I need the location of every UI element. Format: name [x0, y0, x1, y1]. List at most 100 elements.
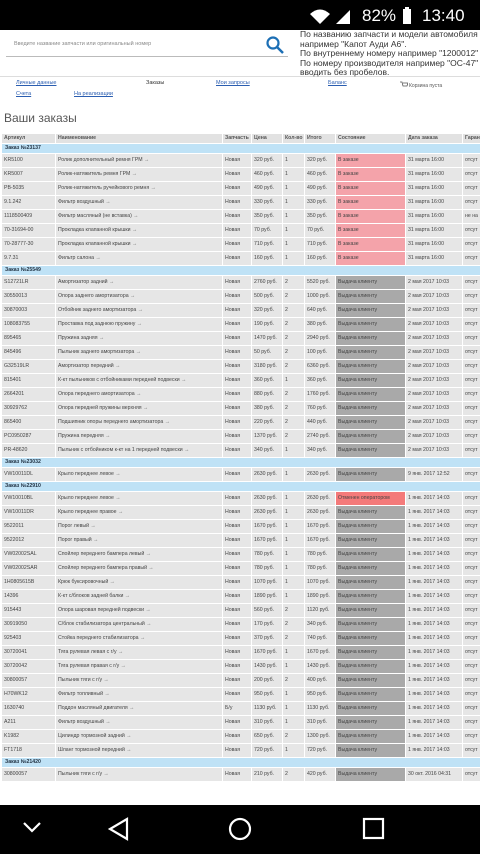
- table-cell[interactable]: Крыло переднее левое: [56, 468, 222, 481]
- table-cell: 1890 руб.: [252, 590, 282, 603]
- table-cell[interactable]: Шланг тормозной передний: [56, 744, 222, 757]
- table-cell[interactable]: Порог левый: [56, 520, 222, 533]
- nav-link[interactable]: Счета: [16, 91, 32, 97]
- table-cell: Новая: [223, 506, 251, 519]
- table-cell[interactable]: Спойлер переднего бампера правый: [56, 562, 222, 575]
- hide-button[interactable]: [23, 822, 41, 833]
- table-cell[interactable]: Фильтр масляный (не вставка): [56, 210, 222, 223]
- table-cell: 2 мая 2017 10:03: [406, 444, 462, 457]
- table-cell[interactable]: Спойлер переднего бампера левый: [56, 548, 222, 561]
- table-cell: 1: [283, 702, 304, 715]
- table-cell[interactable]: Фильтр воздушный: [56, 716, 222, 729]
- table-cell: 310 руб.: [252, 716, 282, 729]
- search-icon[interactable]: [266, 36, 284, 54]
- status-cell: Отменен оператором: [336, 492, 405, 505]
- table-cell[interactable]: Пружина передняя: [56, 430, 222, 443]
- table-cell[interactable]: Тяга рулевая правая с г/у: [56, 660, 222, 673]
- nav-link[interactable]: Заказы: [146, 80, 165, 86]
- status-cell: В заказе: [336, 224, 405, 237]
- table-cell[interactable]: Крюк буксировочный: [56, 576, 222, 589]
- nav-link[interactable]: На реализации: [74, 91, 113, 97]
- table-cell[interactable]: Ролик-натяжитель ремня ГРМ: [56, 168, 222, 181]
- table-cell: H70WK12: [2, 688, 55, 701]
- table-cell: S12721LR: [2, 276, 55, 289]
- table-cell[interactable]: Пыльник тяги с г/у: [56, 674, 222, 687]
- table-cell: 2 мая 2017 10:03: [406, 402, 462, 415]
- search-input[interactable]: Введите название запчасти или оригинальн…: [6, 32, 288, 57]
- table-cell[interactable]: Фильтр топливный: [56, 688, 222, 701]
- table-cell: отсут: [463, 360, 480, 373]
- table-cell[interactable]: Прокладка клапанной крышки: [56, 238, 222, 251]
- table-cell: 31 марта 16:00: [406, 238, 462, 251]
- table-cell[interactable]: Опора шаровая передней подвески: [56, 604, 222, 617]
- table-cell: 1 янв. 2017 14:03: [406, 744, 462, 757]
- table-cell: 2: [283, 632, 304, 645]
- table-cell: 2 мая 2017 10:03: [406, 290, 462, 303]
- table-cell[interactable]: К-кт с/блоков задней балки: [56, 590, 222, 603]
- table-cell[interactable]: Опора передней пружины верхняя: [56, 402, 222, 415]
- table-cell: 490 руб.: [252, 182, 282, 195]
- table-cell[interactable]: Цилиндр тормозной задний: [56, 730, 222, 743]
- page-title: Ваши заказы: [4, 111, 77, 125]
- table-cell: 1890 руб.: [305, 590, 335, 603]
- status-cell: Выдача клиенту: [336, 402, 405, 415]
- table-cell: отсут: [463, 276, 480, 289]
- table-cell[interactable]: Пыльник с отбойником к-кт на 1 передней …: [56, 444, 222, 457]
- table-cell: 2: [283, 402, 304, 415]
- table-cell: отсут: [463, 660, 480, 673]
- table-cell[interactable]: Пружина задняя: [56, 332, 222, 345]
- table-cell[interactable]: Крыло переднее левое: [56, 492, 222, 505]
- status-cell: В заказе: [336, 252, 405, 265]
- table-cell[interactable]: Пыльник тяги с г/у: [56, 768, 222, 781]
- home-button[interactable]: [228, 817, 252, 841]
- table-cell: 2 мая 2017 10:03: [406, 374, 462, 387]
- recents-button[interactable]: [362, 817, 385, 840]
- table-cell[interactable]: Порог правый: [56, 534, 222, 547]
- cart-icon: [400, 81, 408, 87]
- table-cell[interactable]: Амортизатор передний: [56, 360, 222, 373]
- table-cell: 50 руб.: [252, 346, 282, 359]
- table-cell[interactable]: Подшипник опоры переднего амортизатора: [56, 416, 222, 429]
- nav-link[interactable]: Баланс: [328, 80, 347, 86]
- table-cell[interactable]: Ролик дополнительный ремня ГРМ: [56, 154, 222, 167]
- table-cell: 30550013: [2, 290, 55, 303]
- table-cell[interactable]: Проставка под заднюю пружину: [56, 318, 222, 331]
- table-cell[interactable]: Фильтр салона: [56, 252, 222, 265]
- nav-link[interactable]: Личные данные: [16, 80, 57, 86]
- table-cell[interactable]: Прокладка клапанной крышки: [56, 224, 222, 237]
- table-cell: 2630 руб.: [252, 492, 282, 505]
- table-cell[interactable]: Стойка переднего стабилизатора: [56, 632, 222, 645]
- table-cell: 320 руб.: [252, 304, 282, 317]
- table-cell[interactable]: К-кт пыльников с отбойниками передней по…: [56, 374, 222, 387]
- table-cell[interactable]: Пыльник заднего амортизатора: [56, 346, 222, 359]
- table-cell[interactable]: Тяга рулевая левая с г/у: [56, 646, 222, 659]
- table-cell: 1: [283, 168, 304, 181]
- table-cell[interactable]: С/блок стабилизатора центральный: [56, 618, 222, 631]
- table-cell[interactable]: Ролик-натяжитель ручейкового ремня: [56, 182, 222, 195]
- table-cell: 1120 руб.: [305, 604, 335, 617]
- table-cell[interactable]: Опора переднего амортизатора: [56, 388, 222, 401]
- back-button[interactable]: [107, 817, 129, 841]
- table-cell: 2760 руб.: [252, 276, 282, 289]
- table-cell[interactable]: Поддон масляный двигателя: [56, 702, 222, 715]
- status-cell: Выдача клиенту: [336, 534, 405, 547]
- table-cell: Новая: [223, 576, 251, 589]
- table-cell: отсут: [463, 154, 480, 167]
- table-cell: Новая: [223, 492, 251, 505]
- table-cell: 1: [283, 590, 304, 603]
- status-cell: Выдача клиенту: [336, 688, 405, 701]
- table-cell: 31 марта 16:00: [406, 224, 462, 237]
- table-cell: K1982: [2, 730, 55, 743]
- table-cell: 30929762: [2, 402, 55, 415]
- table-cell[interactable]: Опора заднего амортизатора: [56, 290, 222, 303]
- nav-link[interactable]: Мои запросы: [216, 80, 250, 86]
- table-cell[interactable]: Фильтр воздушный: [56, 196, 222, 209]
- table-cell: Новая: [223, 604, 251, 617]
- table-cell[interactable]: Амортизатор задний: [56, 276, 222, 289]
- table-cell: 915443: [2, 604, 55, 617]
- table-cell: 1 янв. 2017 14:03: [406, 590, 462, 603]
- table-cell[interactable]: Крыло переднее правое: [56, 506, 222, 519]
- table-cell[interactable]: Отбойник заднего амортизатора: [56, 304, 222, 317]
- table-cell: Новая: [223, 374, 251, 387]
